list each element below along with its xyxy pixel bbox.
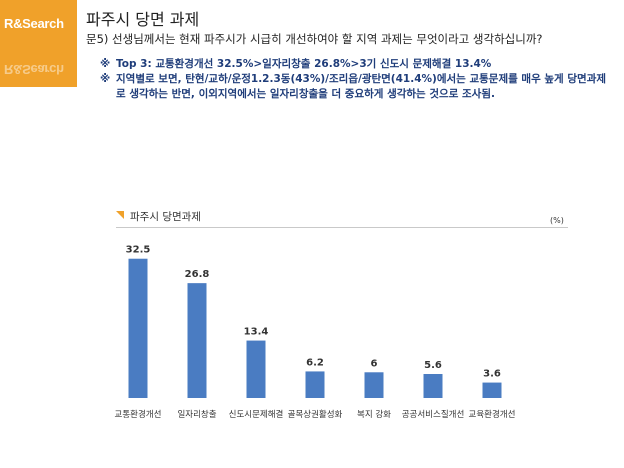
category-label-3: 골목상권활성화 [288, 409, 343, 420]
bar-6 [482, 382, 502, 398]
value-label-4: 6 [371, 358, 378, 369]
category-label-2: 신도시문제해결 [229, 409, 284, 420]
bar-4 [364, 372, 384, 398]
category-label-0: 교통환경개선 [115, 409, 162, 420]
note-item: ※ 지역별로 보면, 탄현/교하/운정1.2.3동(43%)/조리읍/광탄면(4… [100, 72, 610, 102]
note-item: ※ Top 3: 교통환경개선 32.5%>일자리창출 26.8%>3기 신도시… [100, 57, 610, 72]
category-label-6: 교육환경개선 [469, 409, 516, 420]
value-label-5: 5.6 [424, 360, 442, 371]
note-text: Top 3: 교통환경개선 32.5%>일자리창출 26.8%>3기 신도시 문… [116, 58, 492, 70]
value-label-3: 6.2 [306, 357, 324, 368]
page-title: 파주시 당면 과제 [86, 10, 200, 29]
note-mark: ※ [100, 58, 111, 70]
value-label-6: 3.6 [483, 369, 501, 380]
triangle-marker-icon [116, 211, 124, 219]
bar-3 [305, 371, 325, 398]
value-label-0: 32.5 [126, 245, 151, 256]
bar-2 [246, 340, 266, 398]
value-label-1: 26.8 [185, 269, 210, 280]
category-label-1: 일자리창출 [177, 409, 216, 420]
chart-divider [116, 227, 568, 228]
survey-question: 문5) 선생님께서는 현재 파주시가 시급히 개선하여야 할 지역 과제는 무엇… [86, 32, 543, 46]
bar-1 [187, 283, 207, 398]
value-label-2: 13.4 [244, 327, 269, 338]
category-label-4: 복지 강화 [357, 409, 391, 420]
bar-5 [423, 374, 443, 398]
chart-title-text: 파주시 당면과제 [130, 211, 201, 223]
summary-notes: ※ Top 3: 교통환경개선 32.5%>일자리창출 26.8%>3기 신도시… [100, 57, 610, 102]
unit-label: (%) [550, 216, 564, 225]
note-mark: ※ [100, 73, 111, 85]
logo-text: R&Search [4, 16, 64, 31]
category-label-5: 공공서비스질개선 [402, 409, 465, 420]
chart-title: 파주시 당면과제 [116, 209, 201, 224]
note-text: 지역별로 보면, 탄현/교하/운정1.2.3동(43%)/조리읍/광탄면(41.… [116, 73, 607, 100]
logo: R&Search R&Search [0, 0, 77, 87]
bar-0 [128, 258, 148, 398]
